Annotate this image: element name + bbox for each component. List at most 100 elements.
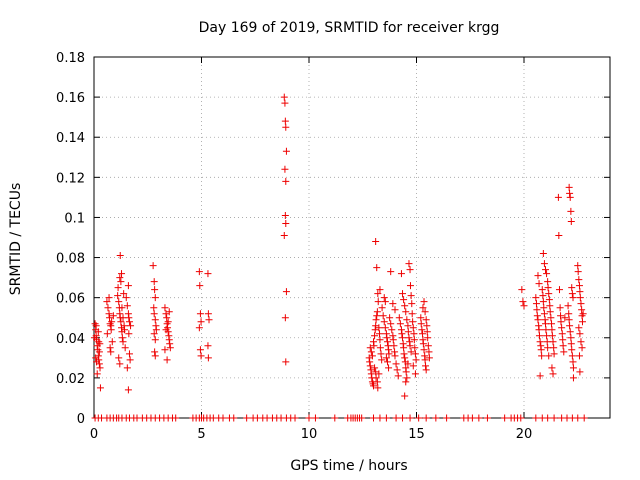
data-point (534, 316, 542, 324)
data-point (403, 316, 411, 324)
x-tick-label: 10 (301, 427, 318, 442)
data-point (567, 334, 575, 342)
data-point (152, 326, 160, 334)
data-point (545, 290, 553, 298)
data-point (566, 193, 574, 201)
data-point (282, 177, 290, 185)
data-point (406, 282, 414, 290)
data-point (567, 207, 575, 215)
data-point (378, 356, 386, 364)
data-point (281, 211, 289, 219)
data-point (374, 298, 382, 306)
data-point (386, 314, 394, 322)
data-point (542, 320, 549, 328)
data-point (305, 414, 313, 422)
data-point (538, 286, 546, 294)
data-point (151, 316, 159, 324)
data-point (391, 352, 399, 360)
data-point (546, 302, 554, 310)
data-point (114, 284, 122, 292)
data-point (539, 292, 547, 300)
data-point (535, 326, 543, 334)
data-point (567, 217, 575, 225)
data-point (395, 314, 403, 322)
data-point (401, 392, 409, 400)
data-point (93, 370, 101, 378)
data-point (423, 322, 431, 330)
data-point (281, 99, 289, 107)
data-point (126, 356, 134, 364)
data-point (576, 330, 584, 338)
data-point (393, 366, 401, 374)
data-point (388, 326, 396, 334)
data-point (577, 338, 585, 346)
data-point (370, 382, 377, 390)
data-point (549, 370, 557, 378)
data-point (550, 350, 558, 358)
data-point (125, 318, 133, 326)
y-tick-label: 0.04 (56, 332, 85, 347)
data-point (542, 266, 549, 274)
data-point (122, 294, 130, 302)
data-point (425, 354, 433, 362)
data-point (575, 352, 583, 360)
data-point (281, 117, 289, 125)
data-point (568, 290, 576, 298)
data-point (399, 290, 407, 298)
data-point (517, 414, 525, 422)
data-point (574, 414, 582, 422)
data-point (402, 368, 410, 376)
chart-title: Day 169 of 2019, SRMTID for receiver krg… (199, 20, 500, 36)
data-point (415, 414, 423, 422)
data-point (565, 310, 573, 318)
data-point (376, 336, 384, 344)
data-point (557, 312, 565, 320)
data-point (569, 358, 577, 366)
data-point (546, 308, 554, 316)
data-point (379, 312, 387, 320)
data-point (282, 358, 290, 366)
data-point (196, 310, 204, 318)
data-point (368, 352, 376, 360)
data-point (106, 344, 114, 352)
data-point (121, 326, 129, 334)
data-point (394, 372, 402, 380)
data-point (548, 364, 556, 372)
data-point (533, 312, 541, 320)
data-point (116, 252, 124, 260)
data-point (398, 330, 406, 338)
data-point (547, 314, 555, 322)
data-point (282, 219, 290, 227)
data-point (402, 308, 410, 316)
data-point (204, 270, 212, 278)
data-point (123, 302, 131, 310)
data-point (567, 340, 575, 348)
data-point (123, 364, 131, 372)
data-point (230, 414, 238, 422)
data-point (108, 338, 116, 346)
data-point (577, 300, 585, 308)
data-point (127, 322, 135, 330)
data-point (376, 414, 384, 422)
data-point (536, 372, 544, 380)
data-point (204, 342, 212, 350)
data-point (385, 364, 393, 372)
data-point (568, 352, 576, 360)
data-point (125, 330, 133, 338)
data-point (108, 318, 116, 326)
data-point (406, 342, 414, 350)
data-point (291, 414, 299, 422)
data-point (575, 282, 583, 290)
data-point (93, 358, 101, 366)
data-point (405, 334, 413, 342)
data-point (121, 344, 129, 352)
data-point (380, 318, 388, 326)
data-point (561, 314, 569, 322)
data-point (282, 288, 290, 296)
data-point (409, 362, 417, 370)
data-point (568, 346, 576, 354)
data-point (542, 326, 550, 334)
data-point (95, 348, 103, 356)
data-point (405, 260, 413, 268)
